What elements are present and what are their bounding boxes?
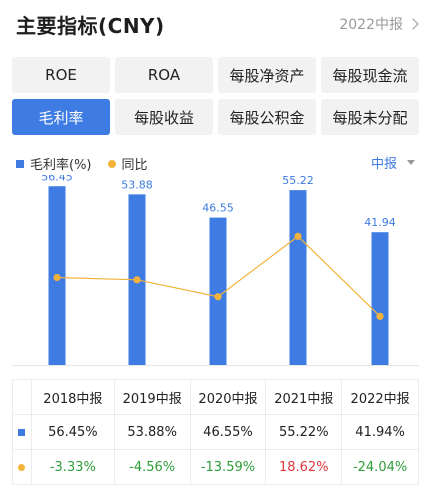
bar-marker-icon bbox=[18, 428, 26, 436]
table-row-yoy: -3.33% -4.56% -13.59% 18.62% -24.04% bbox=[13, 450, 418, 485]
table-header-row: 2018中报 2019中报 2020中报 2021中报 2022中报 bbox=[13, 380, 418, 415]
table-cell: 46.55% bbox=[191, 415, 267, 449]
bar[interactable] bbox=[209, 217, 227, 365]
line-legend-marker bbox=[107, 159, 116, 168]
table-cell: 55.22% bbox=[266, 415, 343, 449]
tab-eps[interactable]: 每股收益 bbox=[115, 99, 213, 135]
tab-gross-margin[interactable]: 毛利率 bbox=[12, 99, 110, 135]
tab-bvps[interactable]: 每股净资产 bbox=[218, 57, 316, 93]
tab-roe[interactable]: ROE bbox=[12, 57, 110, 93]
yoy-point[interactable] bbox=[376, 312, 384, 320]
report-type-dropdown[interactable]: 中报 bbox=[371, 153, 415, 172]
yoy-point[interactable] bbox=[53, 273, 61, 282]
report-type-label: 中报 bbox=[370, 157, 397, 172]
dot-marker-icon bbox=[18, 464, 26, 471]
period-selector[interactable]: 2022中报 bbox=[339, 14, 419, 34]
table-cell: -3.33% bbox=[32, 450, 115, 485]
tab-undistributed-per-share[interactable]: 每股未分配 bbox=[321, 99, 419, 135]
bar-value-label: 41.94 bbox=[364, 216, 396, 229]
table-corner bbox=[13, 380, 32, 414]
table-cell: 53.88% bbox=[115, 415, 191, 449]
chart-legend: 毛利率(%) 同比 bbox=[16, 154, 148, 173]
yoy-point[interactable] bbox=[214, 293, 222, 301]
row-marker bbox=[13, 415, 32, 449]
caret-down-icon bbox=[407, 160, 415, 165]
bar-value-label: 56.45 bbox=[41, 175, 73, 183]
line-legend-label: 同比 bbox=[121, 158, 148, 173]
yoy-point[interactable] bbox=[294, 232, 302, 240]
bar[interactable] bbox=[371, 232, 389, 365]
bar-value-label: 53.88 bbox=[121, 178, 153, 191]
table-cell: -4.56% bbox=[115, 450, 191, 485]
table-header: 2018中报 bbox=[32, 380, 115, 414]
table-cell: 41.94% bbox=[355, 424, 405, 440]
gross-margin-chart: 56.45 53.88 46.55 55.22 41.94 bbox=[12, 175, 419, 366]
tab-reserve-per-share[interactable]: 每股公积金 bbox=[218, 99, 316, 135]
bar-value-label: 46.55 bbox=[202, 202, 234, 215]
table-header: 2021中报 bbox=[266, 380, 343, 414]
page-title: 主要指标(CNY) bbox=[16, 14, 165, 38]
table-cell: 18.62% bbox=[266, 450, 343, 485]
table-header: 2020中报 bbox=[191, 380, 267, 414]
bar-value-label: 55.22 bbox=[282, 175, 314, 187]
table-row-gross-margin: 56.45% 53.88% 46.55% 55.22% 41.94% bbox=[13, 415, 418, 450]
row-marker bbox=[13, 450, 32, 485]
period-label: 2022中报 bbox=[339, 17, 403, 33]
header: 主要指标(CNY) 2022中报 bbox=[0, 0, 431, 48]
yoy-point[interactable] bbox=[133, 276, 141, 284]
tab-roa[interactable]: ROA bbox=[115, 57, 213, 93]
table-cell: -24.04% bbox=[352, 460, 408, 475]
chevron-right-icon bbox=[407, 18, 419, 30]
data-table: 2018中报 2019中报 2020中报 2021中报 2022中报 56.45… bbox=[12, 379, 419, 485]
table-header: 2022中报 bbox=[350, 391, 410, 407]
table-cell: 56.45% bbox=[32, 415, 115, 449]
bar-legend-label: 毛利率(%) bbox=[30, 158, 92, 173]
tab-cfps[interactable]: 每股现金流 bbox=[321, 57, 419, 93]
bar-legend-marker bbox=[16, 159, 24, 168]
table-header: 2019中报 bbox=[115, 380, 191, 414]
bar[interactable] bbox=[289, 190, 307, 365]
table-cell: -13.59% bbox=[191, 450, 267, 485]
metric-tabs: ROE ROA 每股净资产 每股现金流 毛利率 每股收益 每股公积金 每股未分配 bbox=[12, 57, 419, 135]
